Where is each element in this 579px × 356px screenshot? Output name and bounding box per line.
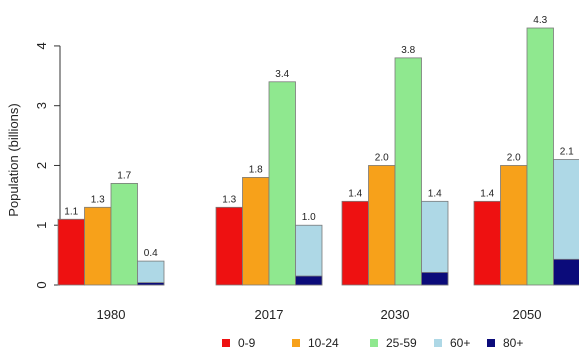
legend-swatch-25-59 — [370, 339, 378, 347]
x-category-label: 2017 — [255, 307, 284, 322]
bar-0-9-1980 — [57, 218, 85, 286]
data-label: 1.4 — [348, 188, 362, 199]
data-label: 1.4 — [428, 188, 442, 199]
data-label: 1.7 — [117, 170, 131, 181]
bar-25-59-2030 — [394, 57, 422, 286]
legend-swatch-60+ — [434, 339, 442, 347]
legend-label: 25-59 — [386, 336, 417, 350]
data-label: 1.3 — [222, 194, 236, 205]
data-label: 1.4 — [480, 188, 494, 199]
bar-60+-2030 — [421, 200, 449, 286]
bar-80+-2030 — [421, 272, 449, 286]
y-tick-label: 1 — [34, 222, 49, 229]
data-label: 3.8 — [401, 45, 415, 56]
y-tick-label: 3 — [34, 102, 49, 109]
data-label: 1.3 — [91, 194, 105, 205]
bar-10-24-2017 — [242, 177, 270, 286]
bar-0-9-2017 — [215, 206, 243, 286]
data-label: 1.0 — [302, 212, 316, 223]
data-label: 4.3 — [533, 15, 547, 26]
bar-0-9-2030 — [341, 200, 369, 286]
legend-label: 10-24 — [308, 336, 339, 350]
data-label: 2.0 — [375, 152, 389, 163]
data-label: 1.8 — [249, 164, 263, 175]
bar-25-59-1980 — [110, 182, 138, 286]
data-label: 0.4 — [144, 248, 158, 259]
data-label: 3.4 — [275, 69, 289, 80]
bar-10-24-1980 — [84, 206, 112, 286]
legend-label: 60+ — [450, 336, 470, 350]
bar-80+-2017 — [295, 275, 323, 286]
legend-swatch-0-9 — [222, 339, 230, 347]
y-axis: 0 1 2 3 4 — [34, 42, 61, 289]
data-labels: 1.1 1.3 1.7 0.4 1.3 1.8 3.4 1.0 1.4 2.0 3.8 1.4 1.4 2… — [64, 15, 574, 259]
legend: 0-9 10-24 25-59 60+ 80+ — [222, 336, 523, 350]
bar-0-9-2050 — [473, 200, 501, 286]
legend-label: 80+ — [503, 336, 523, 350]
legend-label: 0-9 — [238, 336, 256, 350]
bar-80+-1980 — [137, 282, 165, 286]
x-axis-categories: 1980 2017 2030 2050 — [97, 307, 542, 322]
legend-swatch-10-24 — [292, 339, 300, 347]
bar-10-24-2050 — [500, 165, 528, 286]
bar-10-24-2030 — [368, 165, 396, 286]
bar-60+-1980 — [137, 260, 165, 286]
x-category-label: 2030 — [381, 307, 410, 322]
y-tick-label: 0 — [34, 281, 49, 288]
bars — [57, 27, 579, 286]
y-axis-title: Population (billions) — [6, 103, 21, 216]
data-label: 2.0 — [507, 152, 521, 163]
data-label: 2.1 — [560, 146, 574, 157]
bar-25-59-2050 — [526, 27, 554, 286]
data-label: 1.1 — [64, 206, 78, 217]
bar-25-59-2017 — [268, 81, 296, 286]
legend-swatch-80+ — [487, 339, 495, 347]
x-category-label: 1980 — [97, 307, 126, 322]
y-tick-label: 4 — [34, 42, 49, 49]
x-category-label: 2050 — [513, 307, 542, 322]
y-tick-label: 2 — [34, 162, 49, 169]
bar-80+-2050 — [553, 258, 579, 286]
